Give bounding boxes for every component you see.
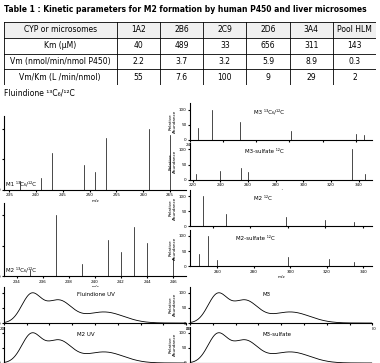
Text: 5.9: 5.9 <box>262 57 274 66</box>
Text: 0.3: 0.3 <box>348 57 361 66</box>
Text: 40: 40 <box>133 41 143 50</box>
Text: 311: 311 <box>304 41 318 50</box>
Text: M2 ¹²C: M2 ¹²C <box>254 196 272 201</box>
Text: Vm/Km (L /min/nmol): Vm/Km (L /min/nmol) <box>19 73 101 82</box>
X-axis label: m/z: m/z <box>277 235 285 239</box>
Text: Table 1 : Kinetic parameters for M2 formation by human P450 and liver microsomes: Table 1 : Kinetic parameters for M2 form… <box>4 5 366 15</box>
Text: M3 ¹³C₆/¹²C: M3 ¹³C₆/¹²C <box>254 109 284 114</box>
X-axis label: Wavelength (nm): Wavelength (nm) <box>263 332 299 336</box>
Text: 2D6: 2D6 <box>260 25 276 34</box>
Text: 3A4: 3A4 <box>304 25 319 34</box>
Bar <box>4 22 376 38</box>
X-axis label: m/z: m/z <box>91 199 99 203</box>
X-axis label: m/z: m/z <box>277 149 285 153</box>
Text: Fluindione ¹³C₆/¹²C: Fluindione ¹³C₆/¹²C <box>4 88 74 97</box>
X-axis label: Wavelength (nm): Wavelength (nm) <box>77 332 113 336</box>
Text: 1A2: 1A2 <box>131 25 146 34</box>
Text: 3.2: 3.2 <box>219 57 231 66</box>
Text: 100: 100 <box>217 73 232 82</box>
Text: M2 ¹³C₆/¹²C: M2 ¹³C₆/¹²C <box>6 267 36 273</box>
Text: 489: 489 <box>174 41 189 50</box>
Y-axis label: Relative
Abundance: Relative Abundance <box>169 236 177 260</box>
Text: M3-sulfate ¹²C: M3-sulfate ¹²C <box>245 149 283 154</box>
X-axis label: m/z: m/z <box>277 275 285 279</box>
Text: M2-sulfate ¹²C: M2-sulfate ¹²C <box>236 236 274 241</box>
Text: M1 ¹³C₆/¹²C: M1 ¹³C₆/¹²C <box>4 203 31 208</box>
Y-axis label: Relative
Abundance: Relative Abundance <box>169 293 177 317</box>
Text: 2: 2 <box>352 73 357 82</box>
Text: 143: 143 <box>347 41 362 50</box>
Text: 3.7: 3.7 <box>176 57 188 66</box>
Y-axis label: Relative
Abundance: Relative Abundance <box>169 333 177 356</box>
Y-axis label: Relative
Abundance: Relative Abundance <box>169 196 177 220</box>
Text: M2 ¹³C₆/¹²C: M2 ¹³C₆/¹²C <box>4 290 31 295</box>
Text: M1 ¹³C₆/¹²C: M1 ¹³C₆/¹²C <box>6 181 36 186</box>
Text: 656: 656 <box>261 41 276 50</box>
Text: 2.2: 2.2 <box>132 57 144 66</box>
Text: 55: 55 <box>133 73 143 82</box>
Text: 2B6: 2B6 <box>174 25 189 34</box>
Text: Fluindione UV: Fluindione UV <box>77 292 115 297</box>
Text: CYP or microsomes: CYP or microsomes <box>24 25 97 34</box>
Text: M2 UV: M2 UV <box>77 332 94 337</box>
Text: Km (μM): Km (μM) <box>44 41 76 50</box>
Text: Pool HLM: Pool HLM <box>337 25 372 34</box>
Text: 9: 9 <box>266 73 271 82</box>
Text: 2C9: 2C9 <box>217 25 232 34</box>
Text: Vm (nmol/min/nmol P450): Vm (nmol/min/nmol P450) <box>10 57 111 66</box>
Text: 7.6: 7.6 <box>176 73 188 82</box>
X-axis label: m/z: m/z <box>277 189 285 193</box>
Text: 8.9: 8.9 <box>305 57 317 66</box>
Text: 29: 29 <box>307 73 316 82</box>
Text: M3: M3 <box>263 292 271 297</box>
X-axis label: m/z: m/z <box>91 285 99 289</box>
Y-axis label: Relative
Abundance: Relative Abundance <box>169 110 177 133</box>
Text: 33: 33 <box>220 41 230 50</box>
Y-axis label: Relative
Abundance: Relative Abundance <box>169 150 177 173</box>
Text: M3-sulfate: M3-sulfate <box>263 332 292 337</box>
